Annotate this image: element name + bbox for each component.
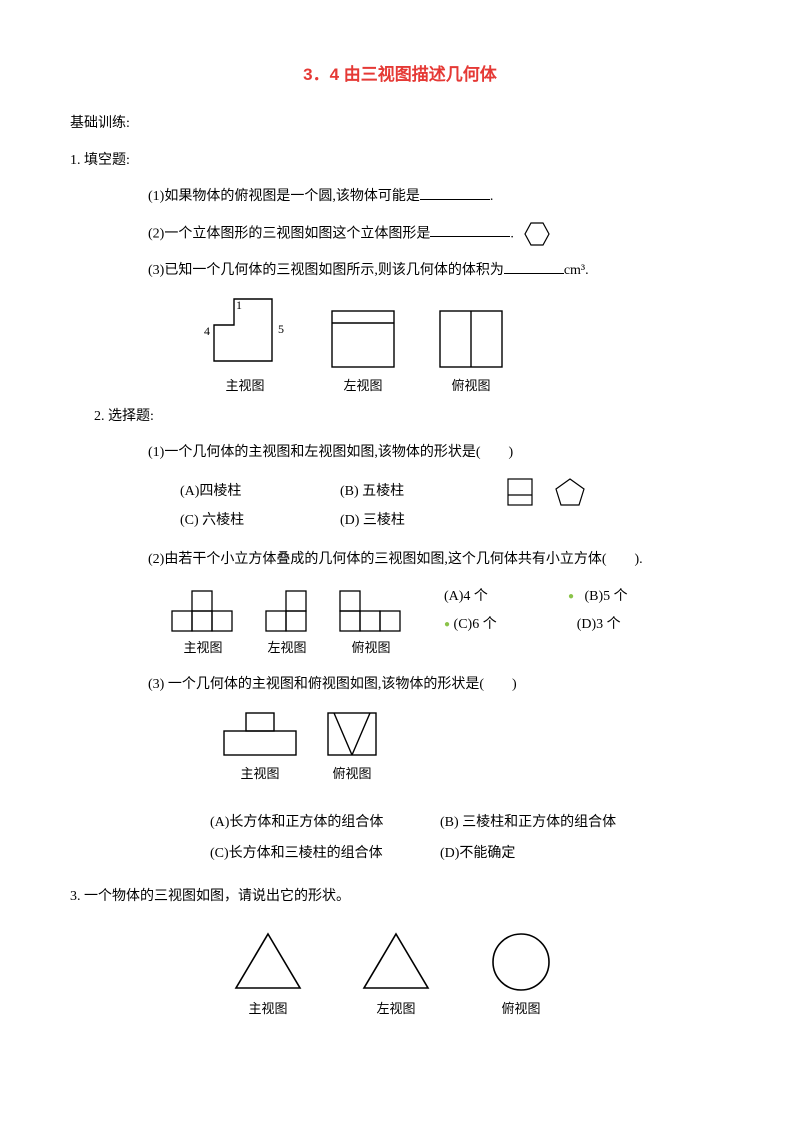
q2-3-a: (A)长方体和正方体的组合体 [210, 808, 440, 839]
q1-3: (3)已知一个几何体的三视图如图所示,则该几何体的体积为 cm³. [148, 258, 730, 285]
q2-1: (1)一个几何体的主视图和左视图如图,该物体的形状是( ) [148, 440, 730, 467]
q2-2-left: 左视图 [264, 589, 310, 656]
q1-2-post: . [510, 226, 514, 241]
fig-front: 1 4 5 主视图 [200, 295, 290, 394]
fig-label: 俯视图 [338, 637, 404, 656]
q2-3-figs: 主视图 俯视图 [220, 709, 730, 782]
q1-1-pre: (1)如果物体的俯视图是一个圆,该物体可能是 [148, 189, 420, 204]
q2-2-d: (D)3 个 [577, 611, 621, 639]
q1-2: (2)一个立体图形的三视图如图这个立体图形是. [148, 221, 730, 248]
q2-2-top: 俯视图 [338, 589, 404, 656]
q2-3-front: 主视图 [220, 709, 300, 782]
q2-2-block: 主视图 左视图 [70, 583, 730, 656]
fig-label-front: 主视图 [200, 375, 290, 394]
blank [504, 259, 564, 274]
q2-3-choices: (A)长方体和正方体的组合体 (B) 三棱柱和正方体的组合体 (C)长方体和三棱… [210, 808, 730, 870]
q2-1-a: (A)四棱柱 [180, 478, 340, 506]
fig-label: 俯视图 [324, 763, 380, 782]
q2-1-d: (D) 三棱柱 [340, 507, 500, 535]
q3-figs: 主视图 左视图 俯视图 [230, 928, 730, 1017]
q1-1-post: . [490, 189, 494, 204]
fig-label: 主视图 [170, 637, 236, 656]
q1-3-post: cm³. [564, 263, 589, 278]
q2-3-d: (D)不能确定 [440, 839, 670, 870]
q1-3-figures: 1 4 5 主视图 左视图 俯视图 [200, 295, 730, 394]
q3: 3. 一个物体的三视图如图，请说出它的形状。 [70, 884, 730, 911]
q2-3-top: 俯视图 [324, 709, 380, 782]
fig-label-left: 左视图 [328, 375, 398, 394]
q2-2-front: 主视图 [170, 589, 236, 656]
q1-heading: 1. 填空题: [70, 148, 730, 175]
fig-label: 左视图 [358, 998, 434, 1017]
rect-split-icon [506, 477, 534, 507]
pentagon-icon [554, 477, 586, 507]
fig-left: 左视图 [328, 307, 398, 394]
q2-2-c: (C)6 个 [454, 617, 497, 632]
q2-3-b: (B) 三棱柱和正方体的组合体 [440, 808, 670, 839]
fig-top: 俯视图 [436, 307, 506, 394]
hexagon-icon [523, 221, 551, 248]
q1-3-pre: (3)已知一个几何体的三视图如图所示,则该几何体的体积为 [148, 263, 504, 278]
blank [420, 185, 490, 200]
dot-icon: ● [568, 587, 574, 607]
fig-label: 主视图 [230, 998, 306, 1017]
q1-1: (1)如果物体的俯视图是一个圆,该物体可能是. [148, 184, 730, 211]
q2-3-c: (C)长方体和三棱柱的组合体 [210, 839, 440, 870]
q2-1-c: (C) 六棱柱 [180, 507, 340, 535]
blank [430, 222, 510, 237]
section-heading: 基础训练: [70, 111, 730, 138]
fig-label: 左视图 [264, 637, 310, 656]
q3-left: 左视图 [358, 928, 434, 1017]
q2-2-a: (A)4 个 [444, 589, 488, 604]
q2-heading: 2. 选择题: [94, 404, 730, 431]
dim-4: 4 [204, 324, 210, 338]
q2-2: (2)由若干个小立方体叠成的几何体的三视图如图,这个几何体共有小立方体( ). [148, 547, 730, 574]
q2-2-b: (B)5 个 [584, 589, 627, 604]
fig-label: 主视图 [220, 763, 300, 782]
q3-top: 俯视图 [486, 928, 556, 1017]
dim-5: 5 [278, 322, 284, 336]
q2-1-choices: (A)四棱柱 (B) 五棱柱 (C) 六棱柱 (D) 三棱柱 [70, 477, 730, 535]
q3-front: 主视图 [230, 928, 306, 1017]
q1-2-pre: (2)一个立体图形的三视图如图这个立体图形是 [148, 226, 430, 241]
page-title: 3．4 由三视图描述几何体 [70, 60, 730, 85]
q2-1-b: (B) 五棱柱 [340, 478, 500, 506]
fig-label: 俯视图 [486, 998, 556, 1017]
dim-1: 1 [236, 298, 242, 312]
q2-3: (3) 一个几何体的主视图和俯视图如图,该物体的形状是( ) [148, 672, 730, 699]
dot-icon: ● [444, 615, 450, 635]
fig-label-top: 俯视图 [436, 375, 506, 394]
